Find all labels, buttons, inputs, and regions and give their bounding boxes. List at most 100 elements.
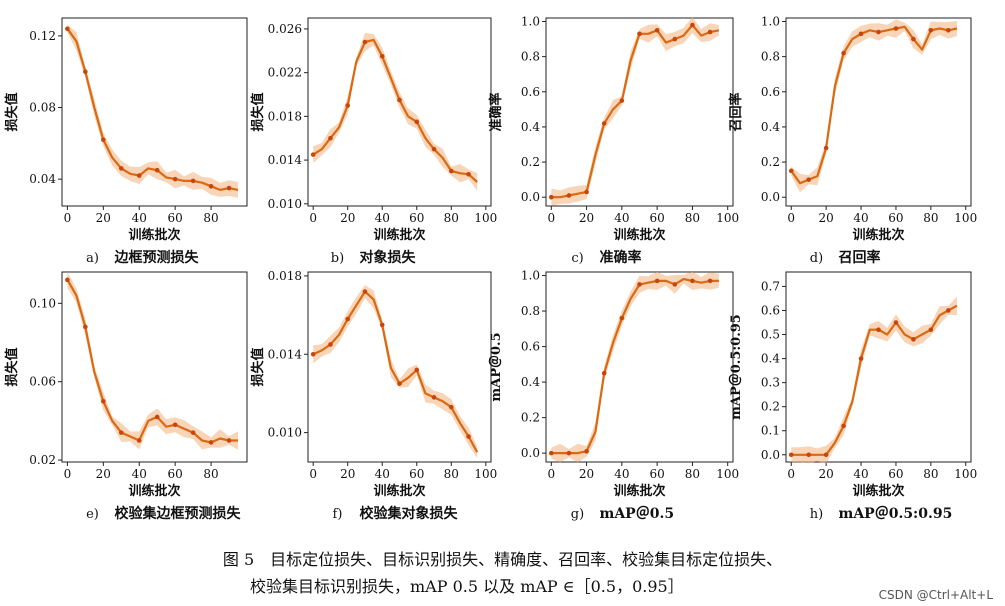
chart-panel-b: 0 20 40 60 80 100 0.010 0.014 0.018 0.022 0.026 训练批… [250,17,497,266]
y-axis-label: mAP＠0.5:0.95 [728,314,744,420]
data-point [190,178,196,184]
x-tick-label: 60 [409,211,424,225]
x-tick-label: 20 [340,211,355,225]
data-point [788,168,794,174]
x-tick-label: 20 [96,211,111,225]
data-point [414,119,420,125]
plot-frame [545,271,734,463]
x-tick-label: 0 [787,467,795,481]
data-point [208,184,214,189]
x-tick-label: 80 [685,211,700,225]
x-tick-label: 20 [819,211,834,225]
data-point [83,324,88,330]
y-tick-label: 0.10 [29,296,56,310]
x-axis-label: 训练批次 [128,227,180,243]
y-tick-label: 0.08 [29,101,56,115]
y-tick-label: 0.02 [29,453,56,467]
y-tick-label: 0.6 [761,303,780,317]
y-tick-label: 0.010 [268,426,302,440]
x-tick-label: 100 [716,211,739,225]
y-tick-label: 0.06 [29,375,56,389]
plot-frame [307,17,492,207]
x-axis-label: 训练批次 [128,483,180,499]
panel-label: d) [810,251,823,266]
data-point [466,434,471,439]
series-line [312,38,478,183]
data-point [154,414,160,420]
data-point [690,278,695,284]
data-point [566,450,572,456]
series-line [790,25,958,185]
y-tick-label: 0.010 [268,197,302,211]
x-axis-label: 训练批次 [613,483,665,499]
x-tick-label: 100 [954,467,977,481]
data-point [101,137,106,143]
x-tick-label: 80 [923,211,938,225]
y-tick-label: 0.7 [761,279,780,293]
data-point [208,440,214,445]
data-point [362,289,368,294]
panel-label: a) [86,251,99,266]
data-point [637,31,642,37]
x-tick-label: 40 [614,467,629,481]
panel-subtitle: 边框预测损失 [114,249,200,266]
series-band [313,32,478,191]
series-band [551,16,719,206]
x-tick-label: 40 [614,211,629,225]
y-axis-label: mAP＠0.5 [488,332,504,401]
y-tick-label: 1.0 [521,15,540,29]
data-point [379,53,385,59]
data-point [928,327,934,333]
data-point [118,430,124,435]
data-point [172,422,178,428]
x-tick-label: 60 [888,211,903,225]
data-point [788,452,794,458]
y-tick-label: 0.6 [521,340,540,354]
x-tick-label: 20 [96,467,111,481]
data-point [431,146,437,152]
data-point [136,438,142,443]
panel-label: h) [810,507,823,522]
y-tick-label: 0.0 [521,446,540,460]
series-band [67,24,239,198]
data-point [310,152,316,157]
data-point [911,36,916,42]
x-tick-label: 80 [444,467,459,481]
x-tick-label: 80 [203,211,218,225]
data-point [672,36,678,42]
y-tick-label: 0.018 [268,109,302,123]
x-axis-label: 训练批次 [852,483,904,499]
x-tick-label: 100 [954,211,977,225]
y-tick-label: 0.4 [761,352,780,366]
x-tick-label: 20 [819,467,834,481]
x-tick-label: 60 [888,467,903,481]
panel-label: e) [86,507,99,522]
y-axis-label: 准确率 [488,92,504,131]
data-point [707,278,713,284]
data-point [911,337,916,342]
data-point [448,168,454,174]
data-point [619,315,625,321]
data-point [154,167,160,173]
y-tick-label: 0.4 [521,375,540,389]
x-tick-label: 40 [853,211,868,225]
data-point [328,135,333,141]
data-point [946,27,951,33]
x-tick-label: 80 [685,467,700,481]
plot-frame [785,271,972,463]
data-point [672,282,678,287]
panel-subtitle: 对象损失 [360,249,417,266]
data-point [893,320,899,325]
x-tick-label: 40 [375,211,390,225]
chart-panel-f: 0 20 40 60 80 100 0.010 0.014 0.018 训练批次 损失值 f) 校验集对… [250,269,497,522]
data-point [654,27,660,33]
x-tick-label: 80 [923,467,938,481]
data-point [397,97,402,103]
data-point [172,176,178,182]
data-point [823,452,829,458]
data-point [362,39,368,45]
y-tick-label: 0.8 [761,50,780,64]
